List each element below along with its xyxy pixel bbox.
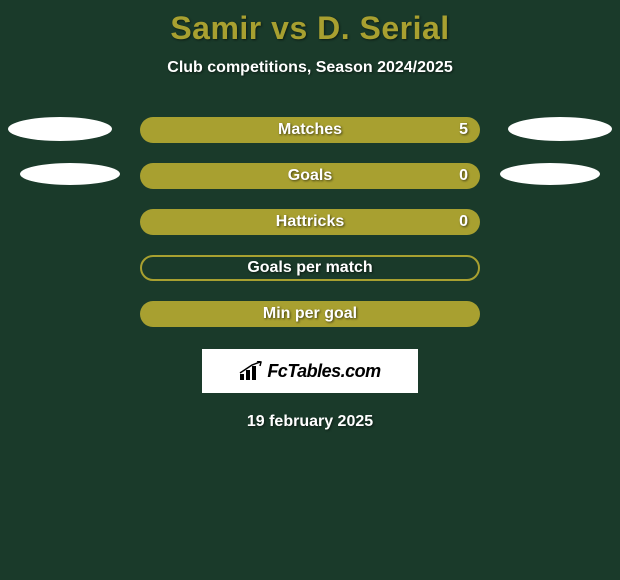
page-subtitle: Club competitions, Season 2024/2025: [167, 59, 452, 77]
stat-bar: Matches 5: [140, 117, 480, 143]
chart-icon: [239, 361, 263, 381]
stat-label: Hattricks: [276, 213, 344, 231]
stat-label: Goals: [288, 167, 332, 185]
stat-value: 0: [459, 167, 468, 185]
logo-box: FcTables.com: [202, 349, 418, 393]
stat-label: Min per goal: [263, 305, 357, 323]
stat-bar: Goals 0: [140, 163, 480, 189]
ellipse-decoration-left: [8, 117, 112, 141]
stat-bar: Min per goal: [140, 301, 480, 327]
ellipse-decoration-left: [20, 163, 120, 185]
infographic-container: Samir vs D. Serial Club competitions, Se…: [0, 0, 620, 580]
stats-area: Matches 5 Goals 0 Hattricks 0 Goals per …: [0, 117, 620, 327]
stat-label: Goals per match: [247, 259, 372, 277]
stat-value: 0: [459, 213, 468, 231]
ellipse-decoration-right: [500, 163, 600, 185]
stat-bar: Hattricks 0: [140, 209, 480, 235]
ellipse-decoration-right: [508, 117, 612, 141]
logo-text: FcTables.com: [267, 361, 380, 382]
page-title: Samir vs D. Serial: [170, 10, 449, 47]
stat-row-min-per-goal: Min per goal: [0, 301, 620, 327]
date-text: 19 february 2025: [247, 413, 373, 431]
stat-row-hattricks: Hattricks 0: [0, 209, 620, 235]
stat-bar: Goals per match: [140, 255, 480, 281]
stat-row-goals: Goals 0: [0, 163, 620, 189]
stat-row-goals-per-match: Goals per match: [0, 255, 620, 281]
stat-value: 5: [459, 121, 468, 139]
stat-label: Matches: [278, 121, 342, 139]
stat-row-matches: Matches 5: [0, 117, 620, 143]
